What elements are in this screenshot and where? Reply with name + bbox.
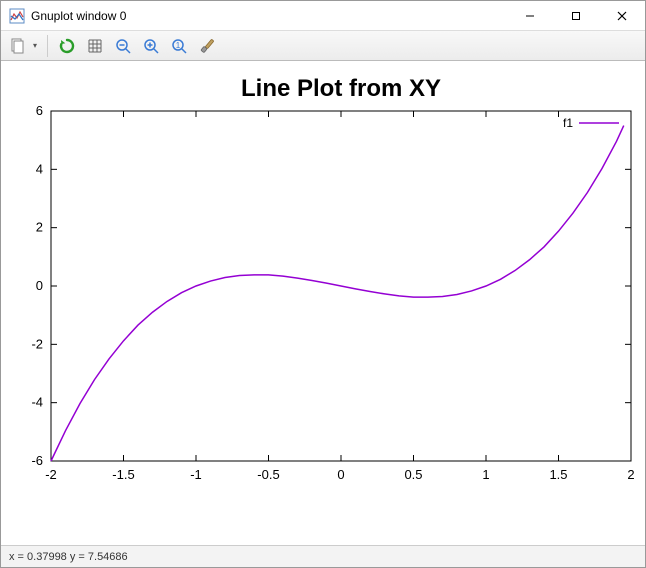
zoom-in-button[interactable] [140, 35, 162, 57]
ytick-label: 6 [36, 103, 43, 118]
reload-button[interactable] [56, 35, 78, 57]
statusbar: x = 0.37998 y = 7.54686 [1, 545, 645, 567]
toolbar-separator [47, 35, 48, 57]
copy-clipboard-button[interactable] [7, 35, 29, 57]
close-button[interactable] [599, 1, 645, 30]
chart-canvas: Line Plot from XY -2 -1.5 -1 -0.5 0 0.5 1 1.5 2 -6… [1, 61, 645, 545]
xtick-label: 1 [482, 467, 489, 482]
maximize-button[interactable] [553, 1, 599, 30]
xtick-label: 2 [627, 467, 634, 482]
xtick-label: 0 [337, 467, 344, 482]
app-icon [9, 8, 25, 24]
titlebar: Gnuplot window 0 [1, 1, 645, 31]
xtick-label: 1.5 [549, 467, 567, 482]
minimize-button[interactable] [507, 1, 553, 30]
zoom-out-button[interactable] [112, 35, 134, 57]
window-title: Gnuplot window 0 [31, 9, 507, 23]
ytick-label: 4 [36, 161, 43, 176]
chart-title: Line Plot from XY [241, 75, 441, 102]
xtick-label: -0.5 [257, 467, 279, 482]
xtick-label: 0.5 [404, 467, 422, 482]
xtick-label: -1.5 [112, 467, 134, 482]
app-window: Gnuplot window 0 ▾ [0, 0, 646, 568]
grid-toggle-button[interactable] [84, 35, 106, 57]
copy-dropdown-caret[interactable]: ▾ [31, 41, 39, 50]
window-controls [507, 1, 645, 30]
plot-area[interactable]: Line Plot from XY -2 -1.5 -1 -0.5 0 0.5 1 1.5 2 -6… [1, 61, 645, 545]
ytick-label: 0 [36, 278, 43, 293]
ytick-label: -4 [31, 395, 43, 410]
ytick-label: -6 [31, 453, 43, 468]
legend-label: f1 [563, 116, 573, 130]
xtick-label: -2 [45, 467, 57, 482]
zoom-fit-button[interactable]: 1 [168, 35, 190, 57]
options-button[interactable] [196, 35, 218, 57]
cursor-coords: x = 0.37998 y = 7.54686 [9, 551, 128, 563]
xtick-label: -1 [190, 467, 202, 482]
toolbar: ▾ [1, 31, 645, 61]
ytick-label: -2 [31, 336, 43, 351]
svg-text:1: 1 [176, 41, 181, 50]
ytick-label: 2 [36, 220, 43, 235]
